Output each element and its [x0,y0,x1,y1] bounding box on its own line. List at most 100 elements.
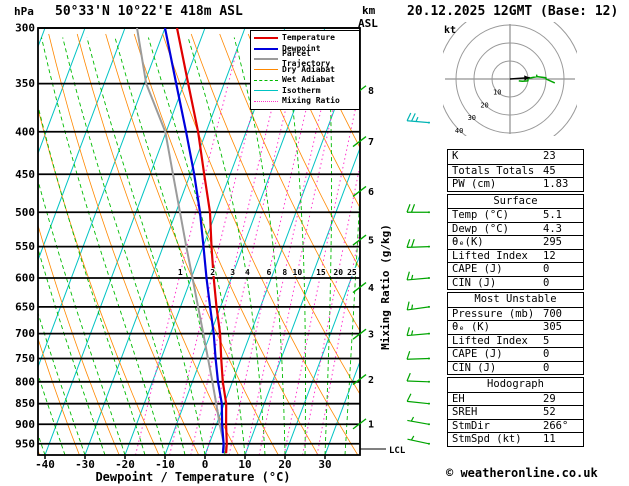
svg-text:20: 20 [333,268,343,277]
svg-text:8: 8 [368,86,374,97]
stats-row-label: CAPE (J) [452,263,503,275]
svg-text:6: 6 [368,187,374,198]
svg-text:1: 1 [178,268,183,277]
legend-label: Mixing Ratio [282,96,340,106]
stats-row: Lifted Index 5 [448,333,583,348]
stats-row: CIN (J) 0 [448,360,583,375]
svg-text:-10: -10 [155,458,175,471]
svg-text:30: 30 [468,114,476,122]
stats-row: CAPE (J) 0 [448,347,583,361]
svg-text:10: 10 [493,89,501,97]
stats-row-label: θₑ(K) [452,236,484,248]
stats-row: SREH 52 [448,405,583,419]
stats-row-label: Lifted Index [452,249,528,262]
stats-section-title: Hodograph [487,378,544,390]
stats-row-label: CAPE (J) [452,348,503,360]
stats-row-value: 266° [543,419,569,432]
stats-row: θₑ (K) 305 [448,320,583,334]
svg-text:2: 2 [368,375,374,386]
stats-row-label: Lifted Index [452,334,528,347]
legend-label: Parcel Trajectory [282,49,331,69]
stats-row: Dewp (°C) 4.3 [448,221,583,236]
stats-row-value: 700 [543,307,562,320]
svg-text:10: 10 [238,458,251,471]
station-title: 50°33'N 10°22'E 418m ASL [55,4,243,19]
copyright-label: © weatheronline.co.uk [446,466,598,480]
svg-text:4: 4 [368,283,374,294]
stats-row: CIN (J) 0 [448,275,583,290]
mixing-ratio-axis-title: Mixing Ratio (g/kg) [379,224,392,350]
svg-text:350: 350 [15,77,35,90]
svg-text:8: 8 [282,268,287,277]
legend-line-sample [254,58,278,61]
stats-row-label: θₑ (K) [452,321,490,333]
svg-text:700: 700 [15,327,35,340]
legend-line-sample [254,69,278,71]
svg-text:20: 20 [480,101,488,109]
hodograph-unit-label: kt [444,25,457,36]
svg-text:25: 25 [347,268,357,277]
svg-text:-20: -20 [115,458,135,471]
datetime-label: 20.12.2025 12GMT (Base: 12) [407,4,619,19]
legend-item: Parcel Trajectory [254,49,356,68]
legend-item: Wet Adiabat [254,75,356,86]
svg-text:1: 1 [368,419,374,430]
stats-row: Temp (°C) 5.1 [448,208,583,222]
svg-text:5: 5 [368,236,374,247]
stats-row: EH 29 [448,391,583,406]
legend-line-sample [254,90,278,92]
legend-item: Dewpoint [254,44,356,55]
stats-section: Most Unstable Pressure (mb) 700 θₑ (K) 305 Li… [447,292,584,375]
stats-row: θₑ(K) 295 [448,235,583,249]
legend-line-sample [254,47,278,50]
svg-text:450: 450 [15,168,35,181]
lcl-label: LCL [389,446,406,456]
svg-text:550: 550 [15,240,35,253]
stats-section: K 23 Totals Totals 45 PW (cm) 1.83 [447,149,584,192]
svg-text:900: 900 [15,418,35,431]
altitude-unit-km-label: km [362,4,376,17]
svg-text:20: 20 [278,458,291,471]
mixing-ratio-value-labels: 1 2 3 4 6 8 10 15 20 25 [177,267,358,278]
stats-row-value: 0 [543,263,550,275]
stats-row-value: 29 [543,392,556,405]
wind-barbs [406,112,430,445]
svg-text:40: 40 [455,127,463,135]
svg-text:600: 600 [15,272,35,285]
stats-row-label: CIN (J) [452,276,497,289]
stats-row-label: Pressure (mb) [452,307,535,320]
stats-section: Surface Temp (°C) 5.1 Dewp (°C) 4.3 θₑ(K) 295 L… [447,193,584,290]
stats-row-label: Temp (°C) [452,209,509,221]
svg-text:650: 650 [15,300,35,313]
stats-row: Pressure (mb) 700 [448,306,583,321]
legend-item: Mixing Ratio [254,96,356,107]
stats-row-value: 12 [543,249,556,262]
hodograph: 10 20 30 40 [443,22,577,136]
svg-text:850: 850 [15,397,35,410]
svg-text:500: 500 [15,206,35,219]
legend-label: Isotherm [282,85,321,95]
km-asl-ticks: 8 7 6 5 4 3 2 1 [352,85,374,430]
svg-text:400: 400 [15,125,35,138]
stats-row-value: 5 [543,334,550,347]
stats-row-value: 0 [543,348,550,360]
temperature-tick-labels: -40 -30 -20 -10 0 10 20 30 [35,455,332,471]
svg-text:0: 0 [202,458,209,471]
svg-text:15: 15 [316,268,326,277]
x-axis-title: Dewpoint / Temperature (°C) [95,470,290,484]
stats-row-label: K [452,150,459,162]
stats-row-value: 52 [543,406,556,418]
stats-section: Hodograph EH 29 SREH 52 StmDir 266° StmSpd (kt)… [447,377,584,447]
stats-row-value: 305 [543,321,562,333]
legend-line-sample [254,79,278,81]
svg-text:7: 7 [368,137,374,148]
stats-row-label: SREH [452,406,478,418]
stats-row-label: EH [452,392,465,405]
svg-text:-40: -40 [35,458,55,471]
svg-text:4: 4 [245,268,250,277]
sounding-curves [136,28,228,454]
stats-row-value: 1.83 [543,178,569,190]
svg-text:-30: -30 [75,458,95,471]
pressure-tick-labels: 300 350 400 450 500 550 600 650 700 750 800 850 900 9… [15,22,35,451]
svg-text:3: 3 [230,268,235,277]
